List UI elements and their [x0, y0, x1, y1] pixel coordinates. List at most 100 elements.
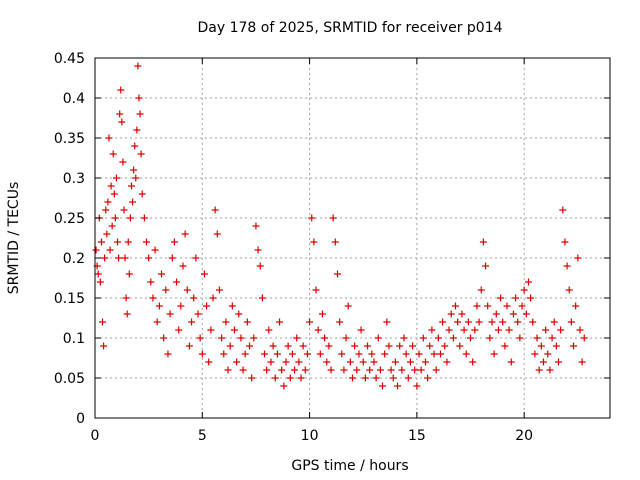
y-tick-label: 0.4	[63, 91, 85, 107]
data-point	[115, 254, 123, 262]
data-point	[118, 118, 126, 126]
data-point	[132, 174, 140, 182]
y-tick-label: 0.45	[54, 51, 85, 67]
data-point	[404, 374, 412, 382]
data-point	[518, 302, 526, 310]
plot-frame	[94, 57, 611, 419]
data-point	[469, 358, 477, 366]
data-point	[336, 318, 344, 326]
data-point	[372, 374, 380, 382]
data-point	[370, 358, 378, 366]
data-point	[379, 382, 387, 390]
data-point	[226, 342, 234, 350]
data-point	[233, 358, 241, 366]
data-point	[151, 246, 159, 254]
data-point	[108, 222, 116, 230]
data-point	[364, 342, 372, 350]
data-point	[473, 302, 481, 310]
x-tick-label: 5	[198, 428, 207, 444]
data-point	[514, 318, 522, 326]
data-point	[258, 294, 266, 302]
data-point	[349, 374, 356, 382]
data-point	[160, 334, 168, 342]
data-point	[462, 350, 470, 358]
data-point	[92, 246, 100, 254]
data-point	[329, 214, 337, 222]
data-point	[471, 326, 479, 334]
data-point	[295, 358, 303, 366]
data-point	[555, 358, 562, 366]
data-point	[293, 334, 301, 342]
data-point	[310, 238, 318, 246]
data-point	[402, 350, 410, 358]
data-point	[147, 278, 155, 286]
data-point	[209, 294, 217, 302]
data-point	[136, 110, 144, 118]
data-point	[396, 342, 404, 350]
data-point	[103, 230, 111, 238]
data-point	[131, 142, 139, 150]
data-point	[441, 342, 449, 350]
data-point	[239, 366, 247, 374]
data-point	[228, 302, 236, 310]
data-point	[578, 358, 586, 366]
data-point	[299, 342, 307, 350]
data-point	[421, 358, 429, 366]
data-point	[574, 254, 582, 262]
data-point	[490, 350, 498, 358]
data-point	[246, 342, 253, 350]
data-point	[265, 326, 273, 334]
data-point	[464, 318, 472, 326]
data-point	[109, 150, 117, 158]
data-point	[111, 214, 119, 222]
data-point	[531, 350, 539, 358]
data-point	[467, 334, 475, 342]
data-point	[406, 358, 414, 366]
grid-lines	[95, 58, 610, 418]
data-point	[542, 326, 550, 334]
data-point	[288, 350, 296, 358]
data-point	[280, 382, 288, 390]
y-tick-label: 0.05	[54, 371, 85, 387]
data-point	[170, 238, 178, 246]
data-point	[243, 318, 251, 326]
data-point	[376, 366, 384, 374]
data-point	[447, 310, 455, 318]
data-point	[316, 350, 324, 358]
data-point	[346, 358, 354, 366]
data-point	[419, 334, 427, 342]
data-point	[522, 310, 530, 318]
data-point	[544, 350, 552, 358]
data-point	[99, 318, 107, 326]
data-point	[190, 294, 198, 302]
data-point	[207, 326, 215, 334]
data-point	[127, 182, 135, 190]
data-point	[158, 270, 166, 278]
data-point	[97, 238, 105, 246]
data-point	[413, 382, 421, 390]
data-point	[454, 318, 462, 326]
data-point	[563, 262, 571, 270]
data-point	[177, 302, 185, 310]
data-point	[284, 342, 292, 350]
data-point	[357, 326, 365, 334]
data-point	[263, 366, 271, 374]
data-point	[271, 374, 279, 382]
data-point	[539, 358, 547, 366]
data-point	[179, 262, 187, 270]
data-point	[411, 366, 419, 374]
data-point	[325, 342, 333, 350]
data-point	[105, 134, 113, 142]
data-point	[215, 286, 223, 294]
data-point	[117, 86, 125, 94]
data-point	[278, 366, 286, 374]
data-point	[276, 318, 284, 326]
data-point	[561, 238, 569, 246]
data-point	[361, 374, 369, 382]
data-point	[126, 214, 134, 222]
data-point	[428, 326, 436, 334]
data-point	[254, 246, 262, 254]
data-point	[188, 318, 196, 326]
data-point	[368, 350, 376, 358]
